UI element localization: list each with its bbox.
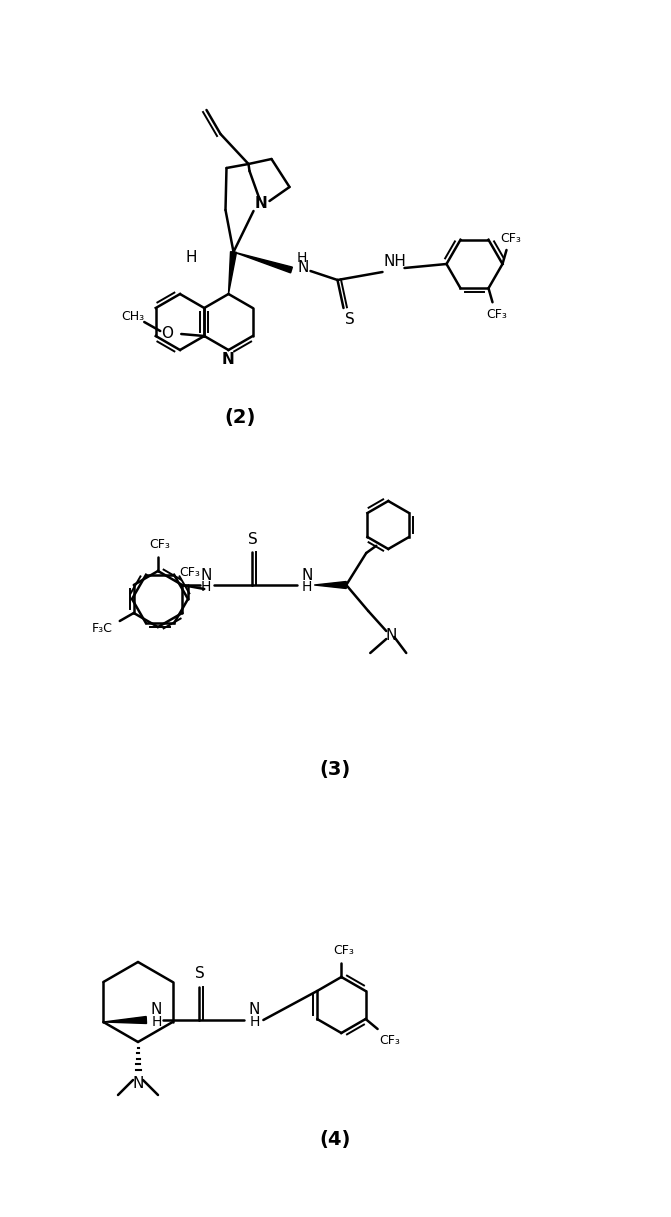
Text: S: S (195, 966, 205, 981)
Text: H: H (186, 249, 197, 264)
Text: N: N (255, 196, 268, 212)
Text: (3): (3) (319, 759, 351, 779)
Text: CF₃: CF₃ (333, 944, 354, 958)
Polygon shape (103, 1016, 146, 1023)
Text: N: N (132, 1077, 144, 1092)
Text: N: N (249, 1003, 260, 1017)
Text: S: S (345, 313, 354, 327)
Text: CF₃: CF₃ (150, 538, 170, 551)
Text: (4): (4) (319, 1129, 351, 1149)
Polygon shape (314, 582, 346, 589)
Text: H: H (297, 251, 307, 265)
Text: H: H (201, 581, 211, 594)
Text: O: O (161, 325, 173, 341)
Text: N: N (301, 567, 313, 583)
Text: H: H (302, 581, 313, 594)
Text: CH₃: CH₃ (121, 309, 145, 323)
Text: CF₃: CF₃ (379, 1034, 400, 1048)
Text: H: H (151, 1015, 162, 1030)
Text: N: N (386, 628, 397, 643)
Text: CF₃: CF₃ (180, 566, 201, 579)
Text: NH: NH (383, 254, 406, 269)
Text: H: H (249, 1015, 260, 1030)
Text: (2): (2) (224, 408, 256, 426)
Polygon shape (234, 252, 293, 273)
Polygon shape (229, 252, 236, 295)
Text: CF₃: CF₃ (486, 308, 507, 321)
Text: CF₃: CF₃ (500, 231, 521, 245)
Text: N: N (151, 1003, 162, 1017)
Text: N: N (298, 260, 309, 275)
Text: N: N (201, 567, 212, 583)
Text: S: S (248, 532, 258, 546)
Text: F₃C: F₃C (91, 623, 112, 635)
Text: N: N (222, 353, 235, 368)
